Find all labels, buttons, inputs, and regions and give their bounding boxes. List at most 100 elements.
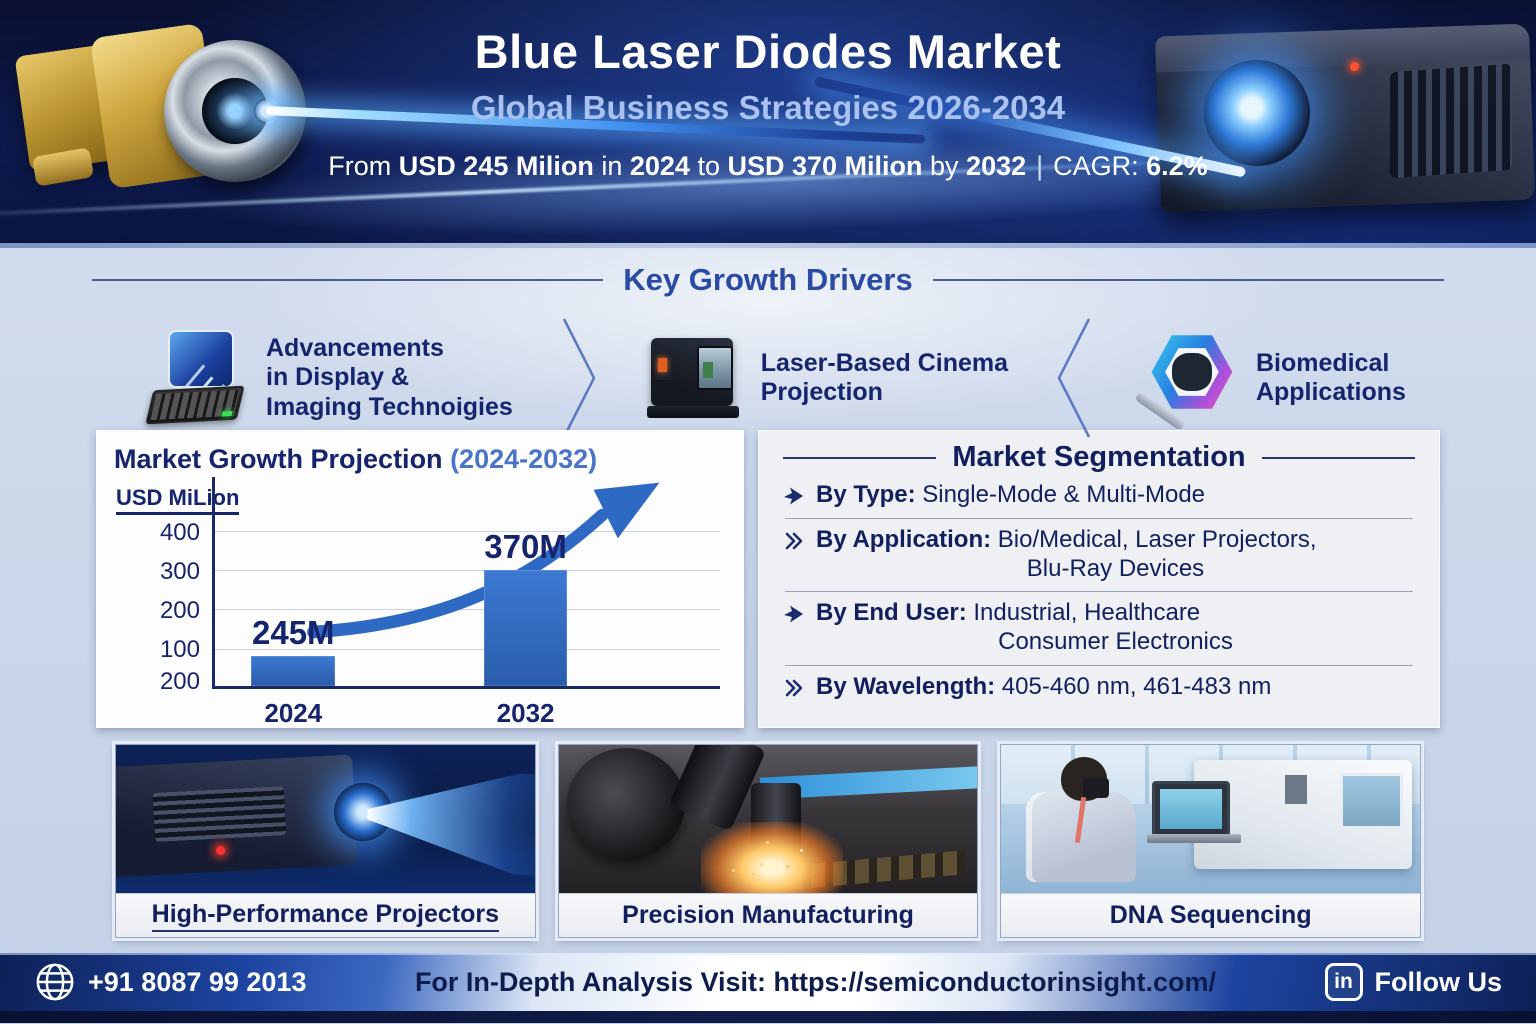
segment-label: By End User: — [816, 599, 967, 627]
display-imaging-icon — [145, 330, 248, 426]
growth-arrow-icon — [306, 482, 660, 639]
sparks-glow-graphic — [701, 821, 844, 893]
page-title: Blue Laser Diodes Market — [474, 25, 1062, 78]
stats-in: in — [593, 151, 630, 181]
card-caption: DNA Sequencing — [1001, 893, 1421, 937]
section-title-market-segmentation: Market Segmentation — [952, 441, 1246, 473]
driver-biomedical: Biomedical Applications — [1134, 330, 1406, 432]
key-growth-drivers-section: Key Growth Drivers Advancements in Displ… — [0, 248, 1536, 438]
footer-social: in Follow Us — [1324, 963, 1503, 1001]
double-chevron-icon — [785, 679, 803, 697]
y-axis-label: USD MiLion — [116, 485, 240, 515]
page-subtitle: Global Business Strategies 2026-2034 — [470, 89, 1066, 126]
dart-arrow-icon — [784, 487, 803, 505]
gridline — [215, 570, 720, 571]
x-label-2032: 2032 — [496, 698, 555, 728]
sparks-graphic — [759, 863, 763, 867]
y-tick-base: 200 — [159, 668, 200, 695]
divider-line — [785, 664, 1413, 666]
segment-value: Single-Mode & Multi-Mode — [915, 481, 1206, 508]
projector-lens — [1204, 60, 1310, 166]
footer-contact: +91 8087 99 2013 — [34, 961, 306, 1003]
card-dna-sequencing: DNA Sequencing — [1000, 744, 1422, 938]
segment-value: 405-460 nm, 461-483 nm — [995, 672, 1272, 700]
laser-diode-module-photo — [14, 2, 926, 216]
cinema-projector-icon — [645, 330, 743, 426]
projector-photo — [813, 14, 1536, 232]
sequencer-machine-graphic — [1193, 759, 1412, 870]
divider-line — [783, 456, 937, 459]
segment-value-line2: Blu-Ray Devices — [1026, 554, 1205, 582]
phone-number: +91 8087 99 2013 — [88, 966, 307, 997]
laser-cutting-sparks-photo — [558, 745, 978, 893]
footer-bar: +91 8087 99 2013 For In-Depth Analysis V… — [0, 953, 1536, 1023]
driver-label: Advancements in Display & Imaging Techno… — [266, 333, 513, 421]
driver-label: Laser-Based Cinema Projection — [760, 348, 1009, 407]
segment-row-by-wavelength: By Wavelength: 405-460 nm, 461-483 nm — [783, 673, 1415, 702]
chart-title: Market Growth Projection (2024-2032) — [114, 444, 598, 474]
chevron-right-icon — [562, 318, 596, 438]
segment-value: Industrial, Healthcare — [966, 599, 1201, 627]
cta-url-link[interactable]: https://semiconductorinsight.com/ — [773, 966, 1217, 997]
y-tick-400: 400 — [159, 519, 200, 546]
bar-2024: 245M 2024 — [251, 614, 336, 728]
machine-head-graphic — [567, 747, 686, 860]
blue-laser-projector-photo — [116, 745, 535, 893]
segment-label: By Application: — [816, 525, 992, 553]
segment-label: By Type: — [816, 481, 916, 508]
projector-led-graphic — [216, 845, 226, 855]
y-tick-100: 100 — [159, 636, 200, 663]
stats-year-2024: 2024 — [629, 151, 690, 181]
market-stats-line: From USD 245 Milion in 2024 to USD 370 M… — [0, 151, 1536, 182]
divider-line — [932, 279, 1444, 281]
laptop-graphic — [1147, 780, 1242, 843]
gridline — [215, 609, 720, 610]
stats-divider: | — [1036, 151, 1044, 181]
segment-value-line2: Consumer Electronics — [998, 628, 1233, 656]
plot-area: 245M 2024 370M 2032 — [212, 477, 720, 728]
face-mask-graphic — [1083, 778, 1110, 799]
projector-graphic — [116, 754, 358, 878]
card-high-performance-projectors: High-Performance Projectors — [115, 744, 536, 938]
keyboard-graphic — [145, 385, 245, 425]
laser-beam-graphic — [364, 763, 535, 876]
x-label-2024: 2024 — [264, 698, 323, 728]
market-segmentation-panel: Market Segmentation By Type: Single-Mode… — [758, 430, 1440, 728]
stats-usd-2032: USD 370 Milion — [727, 151, 923, 181]
linkedin-icon[interactable]: in — [1324, 963, 1363, 1001]
lab-technician-sequencer-photo — [1001, 745, 1421, 893]
follow-us-label[interactable]: Follow Us — [1374, 966, 1503, 997]
cta-label: For In-Depth Analysis Visit: — [414, 966, 774, 997]
stats-to: to — [689, 151, 728, 181]
segment-row-by-type: By Type: Single-Mode & Multi-Mode — [783, 481, 1415, 510]
market-growth-chart-panel: Market Growth Projection (2024-2032) USD… — [96, 430, 744, 728]
segment-row-by-end-user: By End User: Industrial, Healthcare Cons… — [783, 599, 1415, 657]
bar-chart: USD MiLion 400 300 200 100 200 245M 2024 — [114, 477, 726, 728]
card-caption: High-Performance Projectors — [116, 893, 535, 937]
banner-divider — [0, 243, 1536, 248]
stats-cagr-label: CAGR: — [1053, 151, 1147, 181]
footer-cta: For In-Depth Analysis Visit: https://sem… — [306, 967, 1324, 998]
stats-usd-2024: USD 245 Milion — [398, 151, 594, 181]
double-chevron-icon — [785, 532, 803, 550]
projector-screen-graphic — [696, 346, 733, 390]
bar-value-2032: 370M — [484, 528, 567, 565]
dart-arrow-icon — [784, 605, 803, 623]
divider-line — [785, 591, 1413, 593]
gridline — [215, 531, 720, 532]
chart-title-range: (2024-2032) — [442, 444, 598, 474]
stats-from: From — [328, 151, 399, 181]
projector-lamp-graphic — [654, 352, 671, 380]
divider-line — [1261, 456, 1416, 459]
divider-line — [785, 517, 1413, 519]
section-title-key-growth-drivers: Key Growth Drivers — [623, 262, 913, 297]
segment-value: Bio/Medical, Laser Projectors, — [991, 525, 1317, 553]
monitor-graphic — [168, 330, 234, 388]
globe-icon — [36, 963, 74, 1001]
card-precision-manufacturing: Precision Manufacturing — [557, 744, 979, 938]
chevron-left-icon — [1057, 318, 1091, 438]
hexagon-core-graphic — [1171, 353, 1212, 391]
driver-display-imaging: Advancements in Display & Imaging Techno… — [145, 330, 513, 426]
projector-base-graphic — [646, 406, 739, 418]
bar-2032: 370M 2032 — [483, 528, 568, 728]
